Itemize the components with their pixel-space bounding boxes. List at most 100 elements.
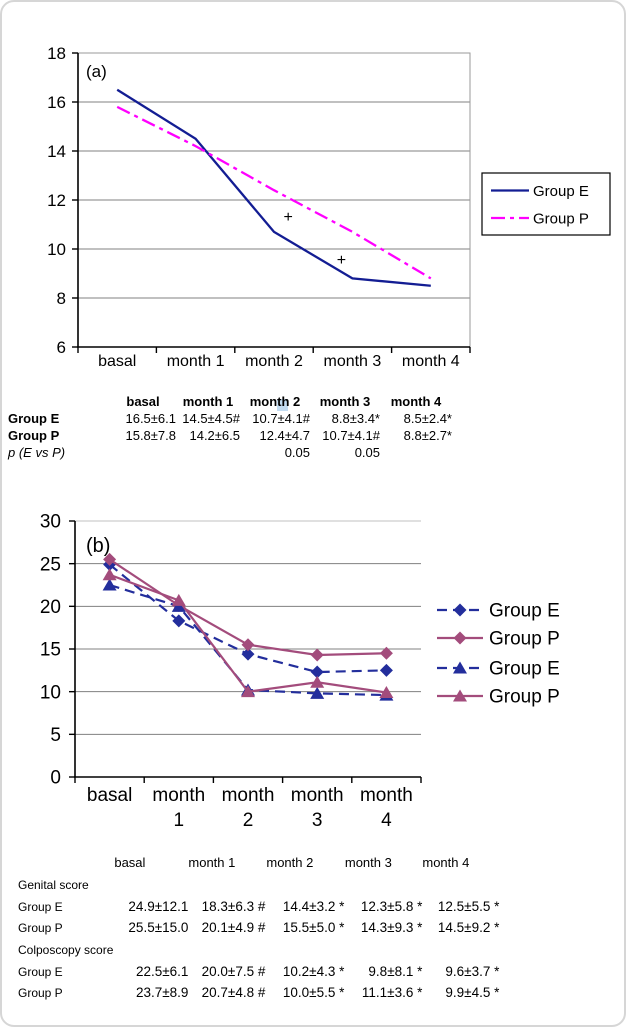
- series-marker-1: [103, 552, 117, 566]
- table-cell: 14.3±9.3 *: [360, 920, 423, 935]
- chart-panel-a: 6 8 10 12 14 16 18 basal month 1 month 2 month 3 mo…: [47, 44, 611, 370]
- table-cell: 15.8±7.8: [125, 428, 176, 443]
- table-cell: [8, 393, 110, 410]
- table-cell: 0.05: [284, 445, 310, 460]
- table-cell: 9.8±8.1 *: [368, 964, 423, 979]
- table-cell: [265, 873, 344, 896]
- y-tick-label: 5: [50, 725, 61, 746]
- y-tick-label: 6: [57, 338, 66, 357]
- panel-label: (b): [86, 535, 110, 557]
- series-marker-3: [102, 568, 117, 581]
- chart-panel-b: 0 5 10 15 20 25 30 basal month 1 month 2 month 3 month…: [40, 512, 560, 831]
- table-cell: 23.7±8.9: [135, 985, 189, 1000]
- table-row: Group E 16.5±6.1 14.5±4.5# 10.7±4.1# 8.8…: [8, 410, 452, 427]
- table-row: Group P 15.8±7.8 14.2±6.5 12.4±4.7 10.7±…: [8, 427, 452, 444]
- series-marker-3: [241, 685, 255, 698]
- table-cell: [344, 938, 422, 961]
- series-marker-2: [310, 686, 325, 699]
- row-label-group-e: Group E: [8, 411, 60, 426]
- y-tick-label: 12: [47, 191, 66, 210]
- table-cell: 8.8±2.7*: [403, 428, 452, 443]
- series-marker-2: [102, 578, 117, 591]
- table-cell: 14.4±3.2 *: [282, 899, 345, 914]
- y-tick-label: 25: [40, 554, 61, 575]
- legend-label-0: Group E: [533, 183, 589, 200]
- x-tick-label: month: [291, 785, 344, 806]
- row-label-group-e: Group E: [18, 964, 63, 979]
- table-cell: 10.2±4.3 *: [282, 964, 345, 979]
- y-tick-label: 18: [47, 44, 66, 63]
- table-panel-a: basal month 1 month 2 month 3 month 4 Gr…: [8, 393, 452, 461]
- table-cell: [265, 938, 344, 961]
- table-cell: 20.1±4.9 #: [201, 920, 266, 935]
- x-tick-label: 4: [381, 810, 392, 831]
- y-tick-label: 0: [50, 768, 61, 789]
- y-tick-label: 10: [40, 682, 61, 703]
- table-cell: 12.4±4.7: [259, 428, 310, 443]
- table-cell: [188, 938, 265, 961]
- table-cell: 14.5±9.2 *: [437, 920, 500, 935]
- series-line-3: [109, 573, 387, 694]
- table-cell: 12.5±5.5 *: [437, 899, 500, 914]
- x-tick-label: 1: [174, 810, 185, 831]
- table-b-header-month2: month 2: [266, 855, 314, 870]
- table-cell: [422, 938, 499, 961]
- series-line-1: [116, 105, 432, 280]
- x-tick-label: 2: [243, 810, 254, 831]
- table-b-header-month3: month 3: [344, 855, 392, 870]
- x-tick-label: month: [222, 785, 275, 806]
- row-label-group-p: Group P: [18, 985, 63, 1000]
- y-tick-label: 8: [57, 289, 66, 308]
- section-label: Genital score: [18, 877, 89, 892]
- y-tick-label: 14: [47, 142, 66, 161]
- table-row: Group E 24.9±12.1 18.3±6.3 # 14.4±3.2 * …: [18, 896, 499, 917]
- table-b-header-basal: basal: [114, 855, 146, 870]
- legend-label-0: Group E: [489, 601, 560, 622]
- row-label-group-e: Group E: [18, 899, 63, 914]
- x-tick-label: month: [360, 785, 413, 806]
- legend-box: [481, 172, 611, 236]
- panel-label: (a): [86, 62, 107, 81]
- x-tick-label: month 3: [323, 353, 381, 370]
- table-cell: 10.7±4.1#: [322, 428, 380, 443]
- legend-marker-1: [453, 631, 467, 645]
- series-marker-0: [379, 663, 393, 677]
- x-tick-label: month: [152, 785, 205, 806]
- series-marker-1: [241, 638, 255, 652]
- table-a-header-month2: month 2: [249, 394, 301, 409]
- series-marker-1: [379, 646, 393, 660]
- table-cell: 14.5±4.5#: [182, 411, 240, 426]
- table-cell: 20.7±4.8 #: [201, 985, 266, 1000]
- table-cell: 20.0±7.5 #: [201, 964, 266, 979]
- table-b-header-month4: month 4: [422, 855, 470, 870]
- table-cell: 0.05: [354, 445, 380, 460]
- table-cell: 8.8±3.4*: [331, 411, 380, 426]
- legend-label-3: Group P: [489, 687, 560, 708]
- table-cell: 16.5±6.1: [125, 411, 176, 426]
- significance-marker: +: [283, 209, 292, 226]
- legend-marker-3: [453, 689, 467, 702]
- row-label-group-p: Group P: [18, 920, 63, 935]
- table-row: Group P 23.7±8.9 20.7±4.8 # 10.0±5.5 * 1…: [18, 982, 499, 1003]
- table-cell: [380, 444, 452, 461]
- y-tick-label: 16: [47, 93, 66, 112]
- table-panel-b: basal month 1 month 2 month 3 month 4 Ge…: [18, 852, 499, 1003]
- legend-label-1: Group P: [489, 629, 560, 650]
- table-a-header-month4: month 4: [390, 394, 442, 409]
- table-cell: [422, 873, 499, 896]
- selection-artifact: [277, 399, 288, 411]
- row-label-group-p: Group P: [8, 428, 60, 443]
- series-line-0: [116, 88, 431, 287]
- table-cell: 24.9±12.1: [128, 899, 189, 914]
- table-cell: 12.3±5.8 *: [360, 899, 423, 914]
- legend-marker-0: [453, 603, 467, 617]
- table-cell: 18.3±6.3 #: [201, 899, 266, 914]
- table-cell: 8.5±2.4*: [403, 411, 452, 426]
- series-marker-3: [379, 686, 394, 699]
- table-b-header-month1: month 1: [188, 855, 236, 870]
- table-row-pvalue: p (E vs P) 0.05 0.05: [8, 444, 452, 461]
- x-tick-label: basal: [87, 785, 132, 806]
- table-cell: [113, 938, 188, 961]
- x-tick-label: basal: [98, 353, 136, 370]
- table-cell: 11.1±3.6 *: [361, 985, 423, 1000]
